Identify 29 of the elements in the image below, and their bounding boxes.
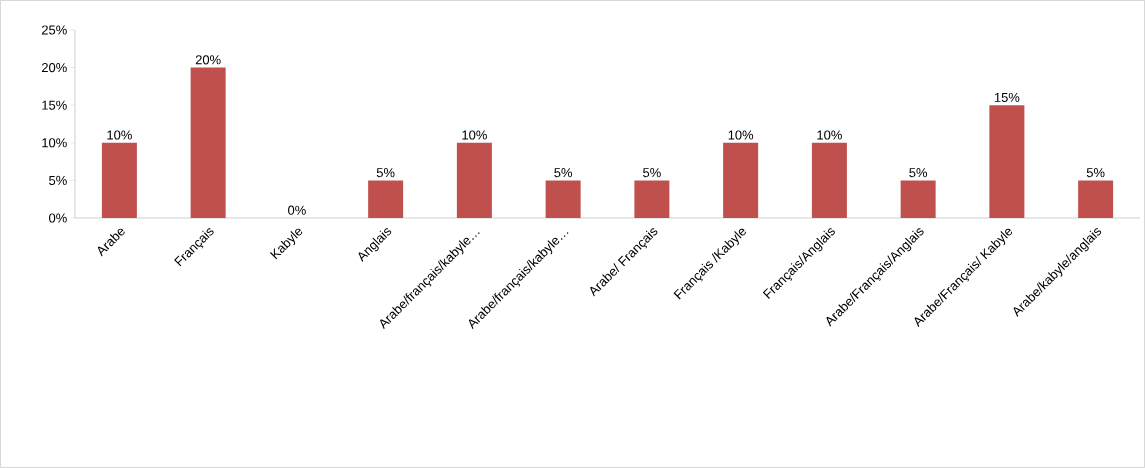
bar	[368, 180, 404, 218]
y-tick-label: 15%	[42, 100, 67, 110]
data-label: 10%	[817, 130, 842, 140]
data-label: 15%	[994, 92, 1020, 102]
bar	[190, 67, 226, 218]
y-tick-label: 10%	[42, 138, 67, 148]
bar	[723, 142, 759, 218]
data-label: 20%	[195, 55, 221, 65]
data-label: 0%	[288, 205, 306, 215]
y-tick-label: 20%	[41, 63, 67, 73]
bar	[1078, 180, 1114, 218]
bar	[634, 180, 670, 218]
bar	[989, 105, 1025, 218]
bar	[900, 180, 936, 218]
bar	[456, 142, 492, 218]
data-label: 10%	[462, 130, 487, 140]
data-label: 5%	[376, 168, 395, 178]
bar	[811, 142, 847, 218]
y-tick-label: 0%	[49, 213, 67, 223]
data-label: 5%	[643, 168, 661, 178]
y-tick-label: 5%	[49, 175, 67, 185]
y-tick-label: 25%	[41, 25, 67, 35]
data-label: 10%	[728, 130, 754, 140]
data-label: 5%	[554, 168, 573, 178]
data-label: 5%	[909, 168, 928, 178]
bar	[101, 142, 137, 218]
data-label: 5%	[1086, 168, 1105, 178]
bar	[545, 180, 581, 218]
data-label: 10%	[107, 130, 132, 140]
